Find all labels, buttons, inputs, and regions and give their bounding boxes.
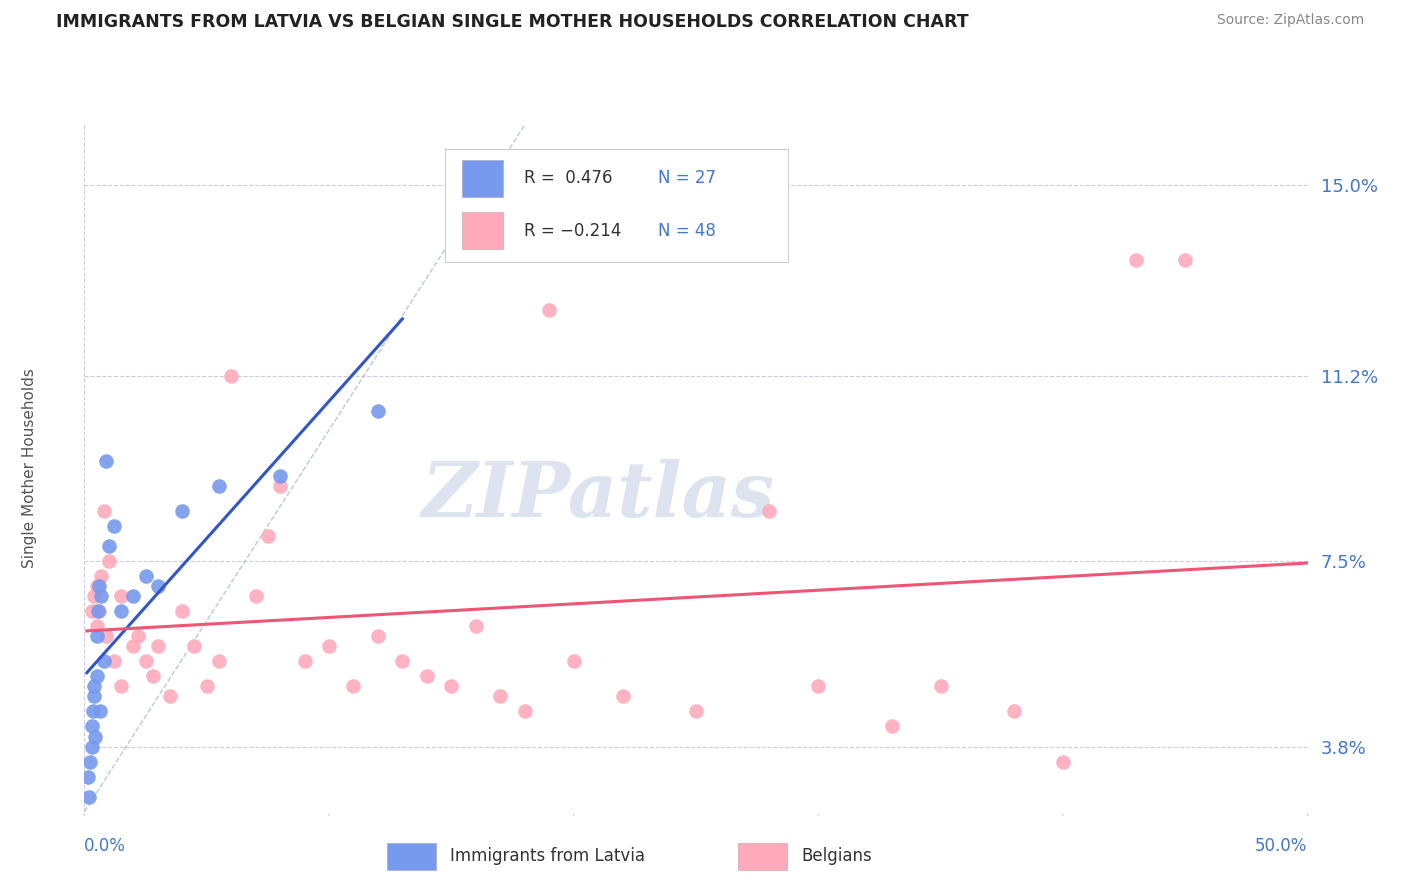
Point bbox=[391, 654, 413, 668]
Text: 0.0%: 0.0% bbox=[84, 837, 127, 855]
Point bbox=[127, 629, 149, 643]
Point bbox=[82, 705, 104, 719]
Point bbox=[110, 604, 132, 618]
Point bbox=[87, 604, 110, 618]
Text: Immigrants from Latvia: Immigrants from Latvia bbox=[450, 847, 645, 865]
Text: Single Mother Households: Single Mother Households bbox=[22, 368, 37, 568]
Point bbox=[86, 669, 108, 683]
Point bbox=[269, 468, 291, 483]
Point bbox=[110, 679, 132, 693]
Point bbox=[146, 579, 169, 593]
Point bbox=[195, 679, 218, 693]
Point bbox=[612, 690, 634, 704]
Point bbox=[83, 679, 105, 693]
Point bbox=[1002, 705, 1025, 719]
Text: IMMIGRANTS FROM LATVIA VS BELGIAN SINGLE MOTHER HOUSEHOLDS CORRELATION CHART: IMMIGRANTS FROM LATVIA VS BELGIAN SINGLE… bbox=[56, 13, 969, 31]
Point bbox=[880, 719, 903, 733]
Bar bbox=[387, 843, 436, 870]
Point bbox=[110, 589, 132, 603]
Point bbox=[90, 589, 112, 603]
Point bbox=[77, 770, 100, 784]
Point bbox=[80, 739, 103, 754]
Point bbox=[685, 705, 707, 719]
Point bbox=[83, 690, 105, 704]
Point bbox=[489, 690, 512, 704]
Point bbox=[87, 604, 110, 618]
Point bbox=[97, 554, 120, 568]
Point bbox=[183, 640, 205, 654]
Point bbox=[146, 640, 169, 654]
Point bbox=[208, 654, 231, 668]
Point bbox=[416, 669, 439, 683]
Point bbox=[929, 679, 952, 693]
Point bbox=[257, 529, 280, 543]
Point bbox=[77, 789, 100, 804]
Text: 50.0%: 50.0% bbox=[1256, 837, 1308, 855]
Point bbox=[89, 705, 111, 719]
Point bbox=[807, 679, 830, 693]
Point bbox=[86, 619, 108, 633]
Point bbox=[294, 654, 316, 668]
Point bbox=[122, 640, 145, 654]
Point bbox=[142, 669, 165, 683]
Point bbox=[79, 755, 101, 769]
Point bbox=[159, 690, 181, 704]
Text: ZIPatlas: ZIPatlas bbox=[422, 458, 775, 533]
Point bbox=[342, 679, 364, 693]
Point bbox=[96, 454, 118, 468]
Point bbox=[83, 589, 105, 603]
Point bbox=[122, 589, 145, 603]
Point bbox=[86, 579, 108, 593]
Point bbox=[269, 479, 291, 493]
Point bbox=[1052, 755, 1074, 769]
Point bbox=[172, 604, 194, 618]
Point bbox=[90, 569, 112, 583]
Point bbox=[464, 619, 486, 633]
Point bbox=[367, 403, 389, 417]
Point bbox=[103, 519, 125, 533]
Text: Belgians: Belgians bbox=[801, 847, 872, 865]
Point bbox=[103, 654, 125, 668]
Point bbox=[367, 629, 389, 643]
Point bbox=[245, 589, 267, 603]
Point bbox=[538, 303, 561, 318]
Point bbox=[93, 654, 115, 668]
Point bbox=[80, 604, 103, 618]
Point bbox=[135, 654, 157, 668]
Point bbox=[96, 629, 118, 643]
Bar bbox=[738, 843, 787, 870]
Point bbox=[562, 654, 585, 668]
Point bbox=[80, 719, 103, 733]
Point bbox=[93, 504, 115, 518]
Text: Source: ZipAtlas.com: Source: ZipAtlas.com bbox=[1216, 13, 1364, 28]
Point bbox=[172, 504, 194, 518]
Point bbox=[84, 730, 107, 744]
Point bbox=[1174, 253, 1197, 268]
Point bbox=[86, 629, 108, 643]
Point bbox=[513, 705, 536, 719]
Point bbox=[97, 539, 120, 553]
Point bbox=[87, 579, 110, 593]
Point bbox=[135, 569, 157, 583]
Point bbox=[758, 504, 780, 518]
Point bbox=[1125, 253, 1147, 268]
Point bbox=[208, 479, 231, 493]
Point bbox=[219, 368, 242, 383]
Point bbox=[318, 640, 340, 654]
Point bbox=[440, 679, 463, 693]
